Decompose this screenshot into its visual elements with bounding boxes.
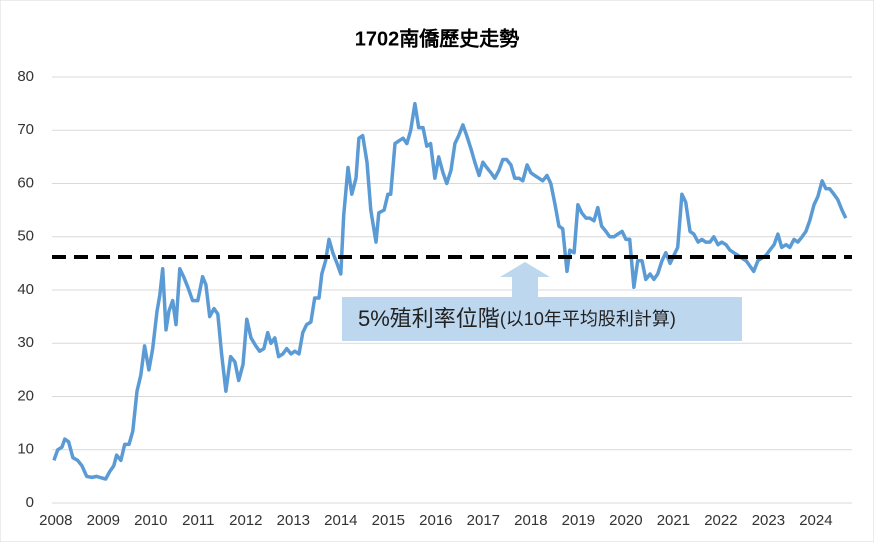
annotation-main: 5%殖利率位階	[358, 306, 500, 331]
x-tick-label: 2011	[182, 512, 214, 529]
y-tick-label: 70	[17, 121, 34, 138]
y-tick-label: 30	[17, 334, 34, 351]
annotation: 5%殖利率位階(以10年平均股利計算)	[342, 262, 742, 341]
x-tick-label: 2024	[799, 512, 832, 529]
x-tick-label: 2018	[514, 512, 547, 529]
x-tick-label: 2023	[752, 512, 785, 529]
y-tick-label: 0	[26, 494, 34, 511]
line-series	[52, 101, 848, 481]
x-tick-label: 2013	[277, 512, 310, 529]
x-tick-label: 2009	[87, 512, 120, 529]
x-tick-label: 2021	[657, 512, 690, 529]
y-tick-label: 50	[17, 228, 34, 245]
y-tick-label: 60	[17, 174, 34, 191]
y-tick-label: 80	[17, 68, 34, 85]
chart-title: 1702南僑歷史走勢	[355, 26, 520, 50]
y-tick-label: 40	[17, 281, 34, 298]
x-tick-label: 2022	[704, 512, 737, 529]
x-tick-label: 2020	[609, 512, 642, 529]
annotation-box	[342, 297, 742, 341]
annotation-note: (以10年平均股利計算)	[500, 309, 676, 329]
arrow	[500, 262, 550, 297]
x-tick-label: 2012	[229, 512, 262, 529]
x-tick-label: 2008	[39, 512, 72, 529]
x-tick-label: 2010	[134, 512, 167, 529]
y-tick-label: 20	[17, 387, 34, 404]
x-tick-label: 2014	[324, 512, 357, 529]
x-tick-label: 2019	[562, 512, 595, 529]
x-tick-label: 2016	[419, 512, 452, 529]
x-tick-label: 2015	[372, 512, 405, 529]
annotation-text: 5%殖利率位階(以10年平均股利計算)	[358, 306, 676, 331]
y-tick-label: 10	[17, 441, 34, 458]
x-tick-label: 2017	[467, 512, 500, 529]
plot-area: 0 10 20 30 40 50 60 70 80 2008 2009 2010 2011 2012 201…	[17, 68, 852, 529]
